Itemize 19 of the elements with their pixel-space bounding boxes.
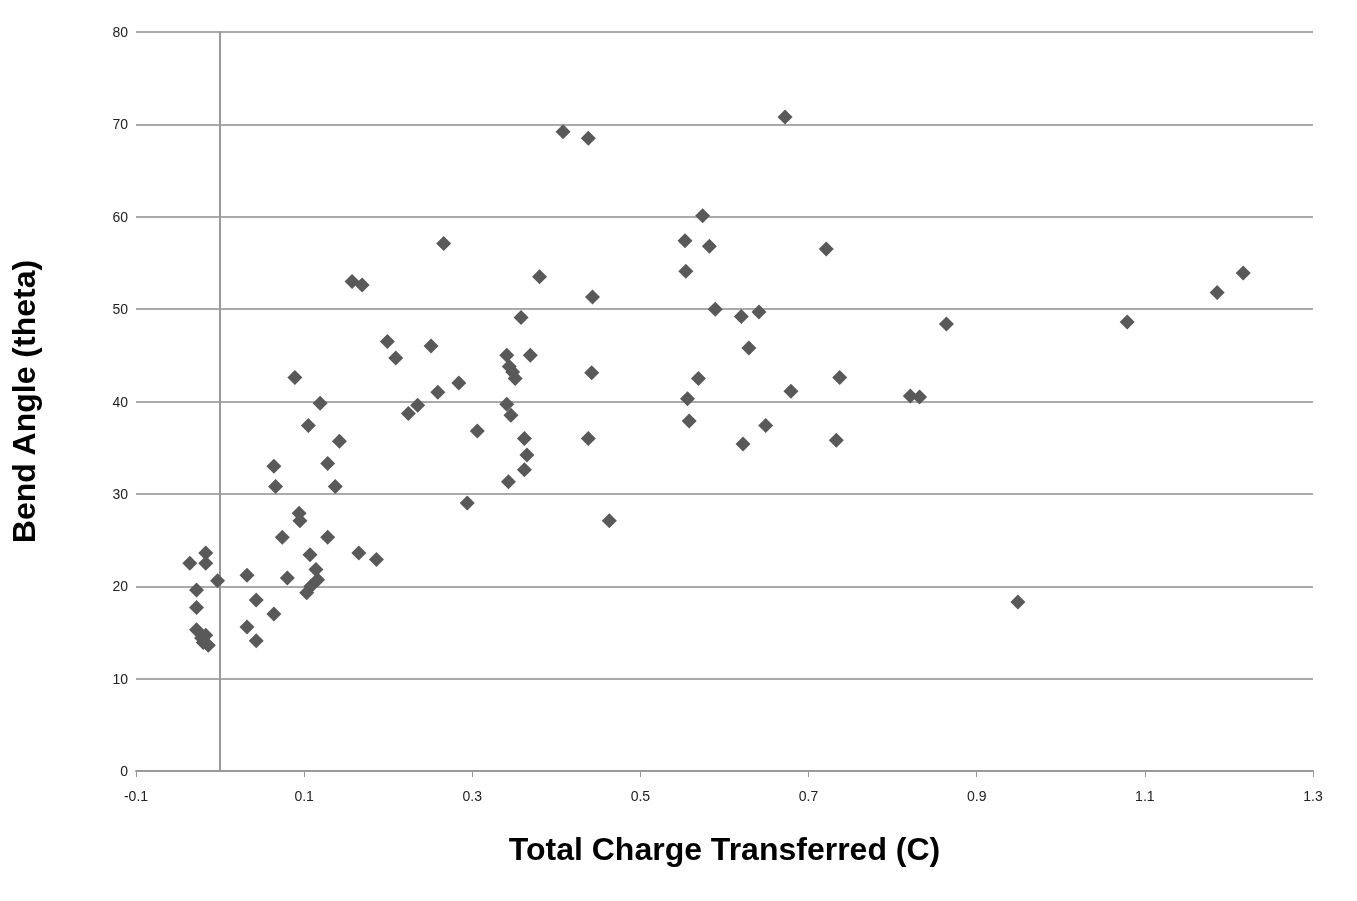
y-axis-title: Bend Angle (theta) bbox=[6, 259, 42, 544]
y-tick-label: 0 bbox=[120, 763, 129, 779]
y-tick-label: 80 bbox=[112, 24, 129, 40]
x-tick-label: 0.7 bbox=[798, 788, 819, 804]
y-tick-label: 30 bbox=[112, 485, 129, 502]
x-tick-label: 1.1 bbox=[1135, 788, 1155, 804]
x-tick-label: 0.9 bbox=[966, 788, 987, 804]
x-axis-title: Total Charge Transferred (C) bbox=[508, 831, 941, 867]
x-tick-label: 0.3 bbox=[462, 788, 483, 804]
y-tick-label: 20 bbox=[112, 578, 129, 595]
x-tick-label: 0.1 bbox=[294, 788, 315, 804]
y-tick-label: 10 bbox=[112, 670, 129, 687]
x-tick-label: 1.3 bbox=[1303, 788, 1323, 804]
x-tick-label: 0.5 bbox=[630, 788, 651, 804]
y-tick-label: 60 bbox=[112, 208, 129, 225]
x-tick-label: -0.1 bbox=[123, 788, 149, 804]
y-tick-label: 40 bbox=[112, 393, 129, 410]
y-tick-label: 50 bbox=[112, 301, 129, 318]
y-tick-label: 70 bbox=[112, 116, 129, 133]
